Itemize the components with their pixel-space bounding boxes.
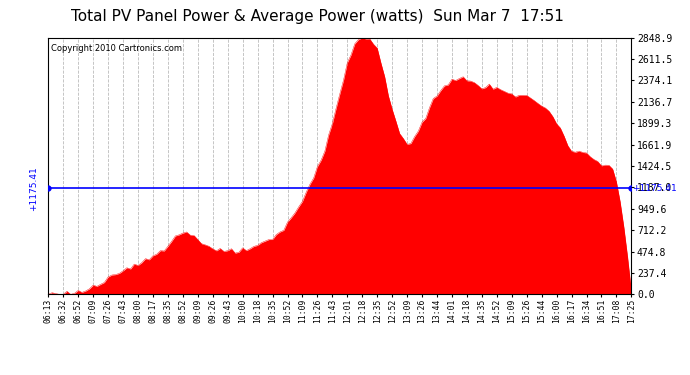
- Text: Copyright 2010 Cartronics.com: Copyright 2010 Cartronics.com: [51, 44, 182, 53]
- Text: +1175.41: +1175.41: [633, 184, 678, 193]
- Text: +1175.41: +1175.41: [29, 166, 38, 211]
- Text: Total PV Panel Power & Average Power (watts)  Sun Mar 7  17:51: Total PV Panel Power & Average Power (wa…: [71, 9, 564, 24]
